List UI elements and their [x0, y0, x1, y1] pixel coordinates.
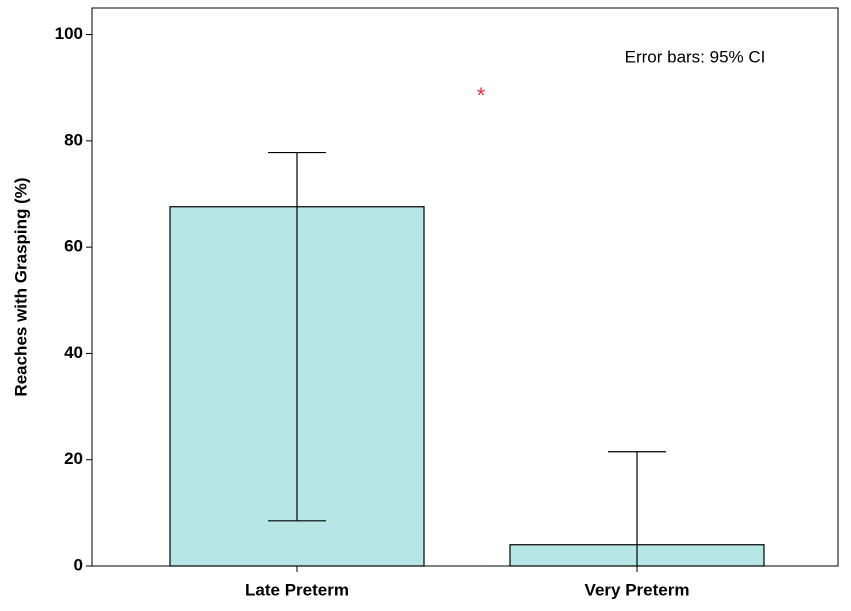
y-tick-label: 40: [64, 343, 83, 362]
y-tick-label: 100: [55, 24, 83, 43]
plot-frame: [91, 7, 839, 567]
annotation: Error bars: 95% CI: [625, 47, 766, 66]
significance-marker: *: [477, 83, 486, 108]
x-tick-label: Very Preterm: [585, 580, 690, 599]
y-tick-label: 20: [64, 449, 83, 468]
y-tick-label: 60: [64, 237, 83, 256]
y-axis-label: Reaches with Grasping (%): [11, 177, 30, 396]
x-tick-label: Late Preterm: [245, 580, 349, 599]
y-tick-label: 80: [64, 130, 83, 149]
y-tick-label: 0: [74, 555, 83, 574]
